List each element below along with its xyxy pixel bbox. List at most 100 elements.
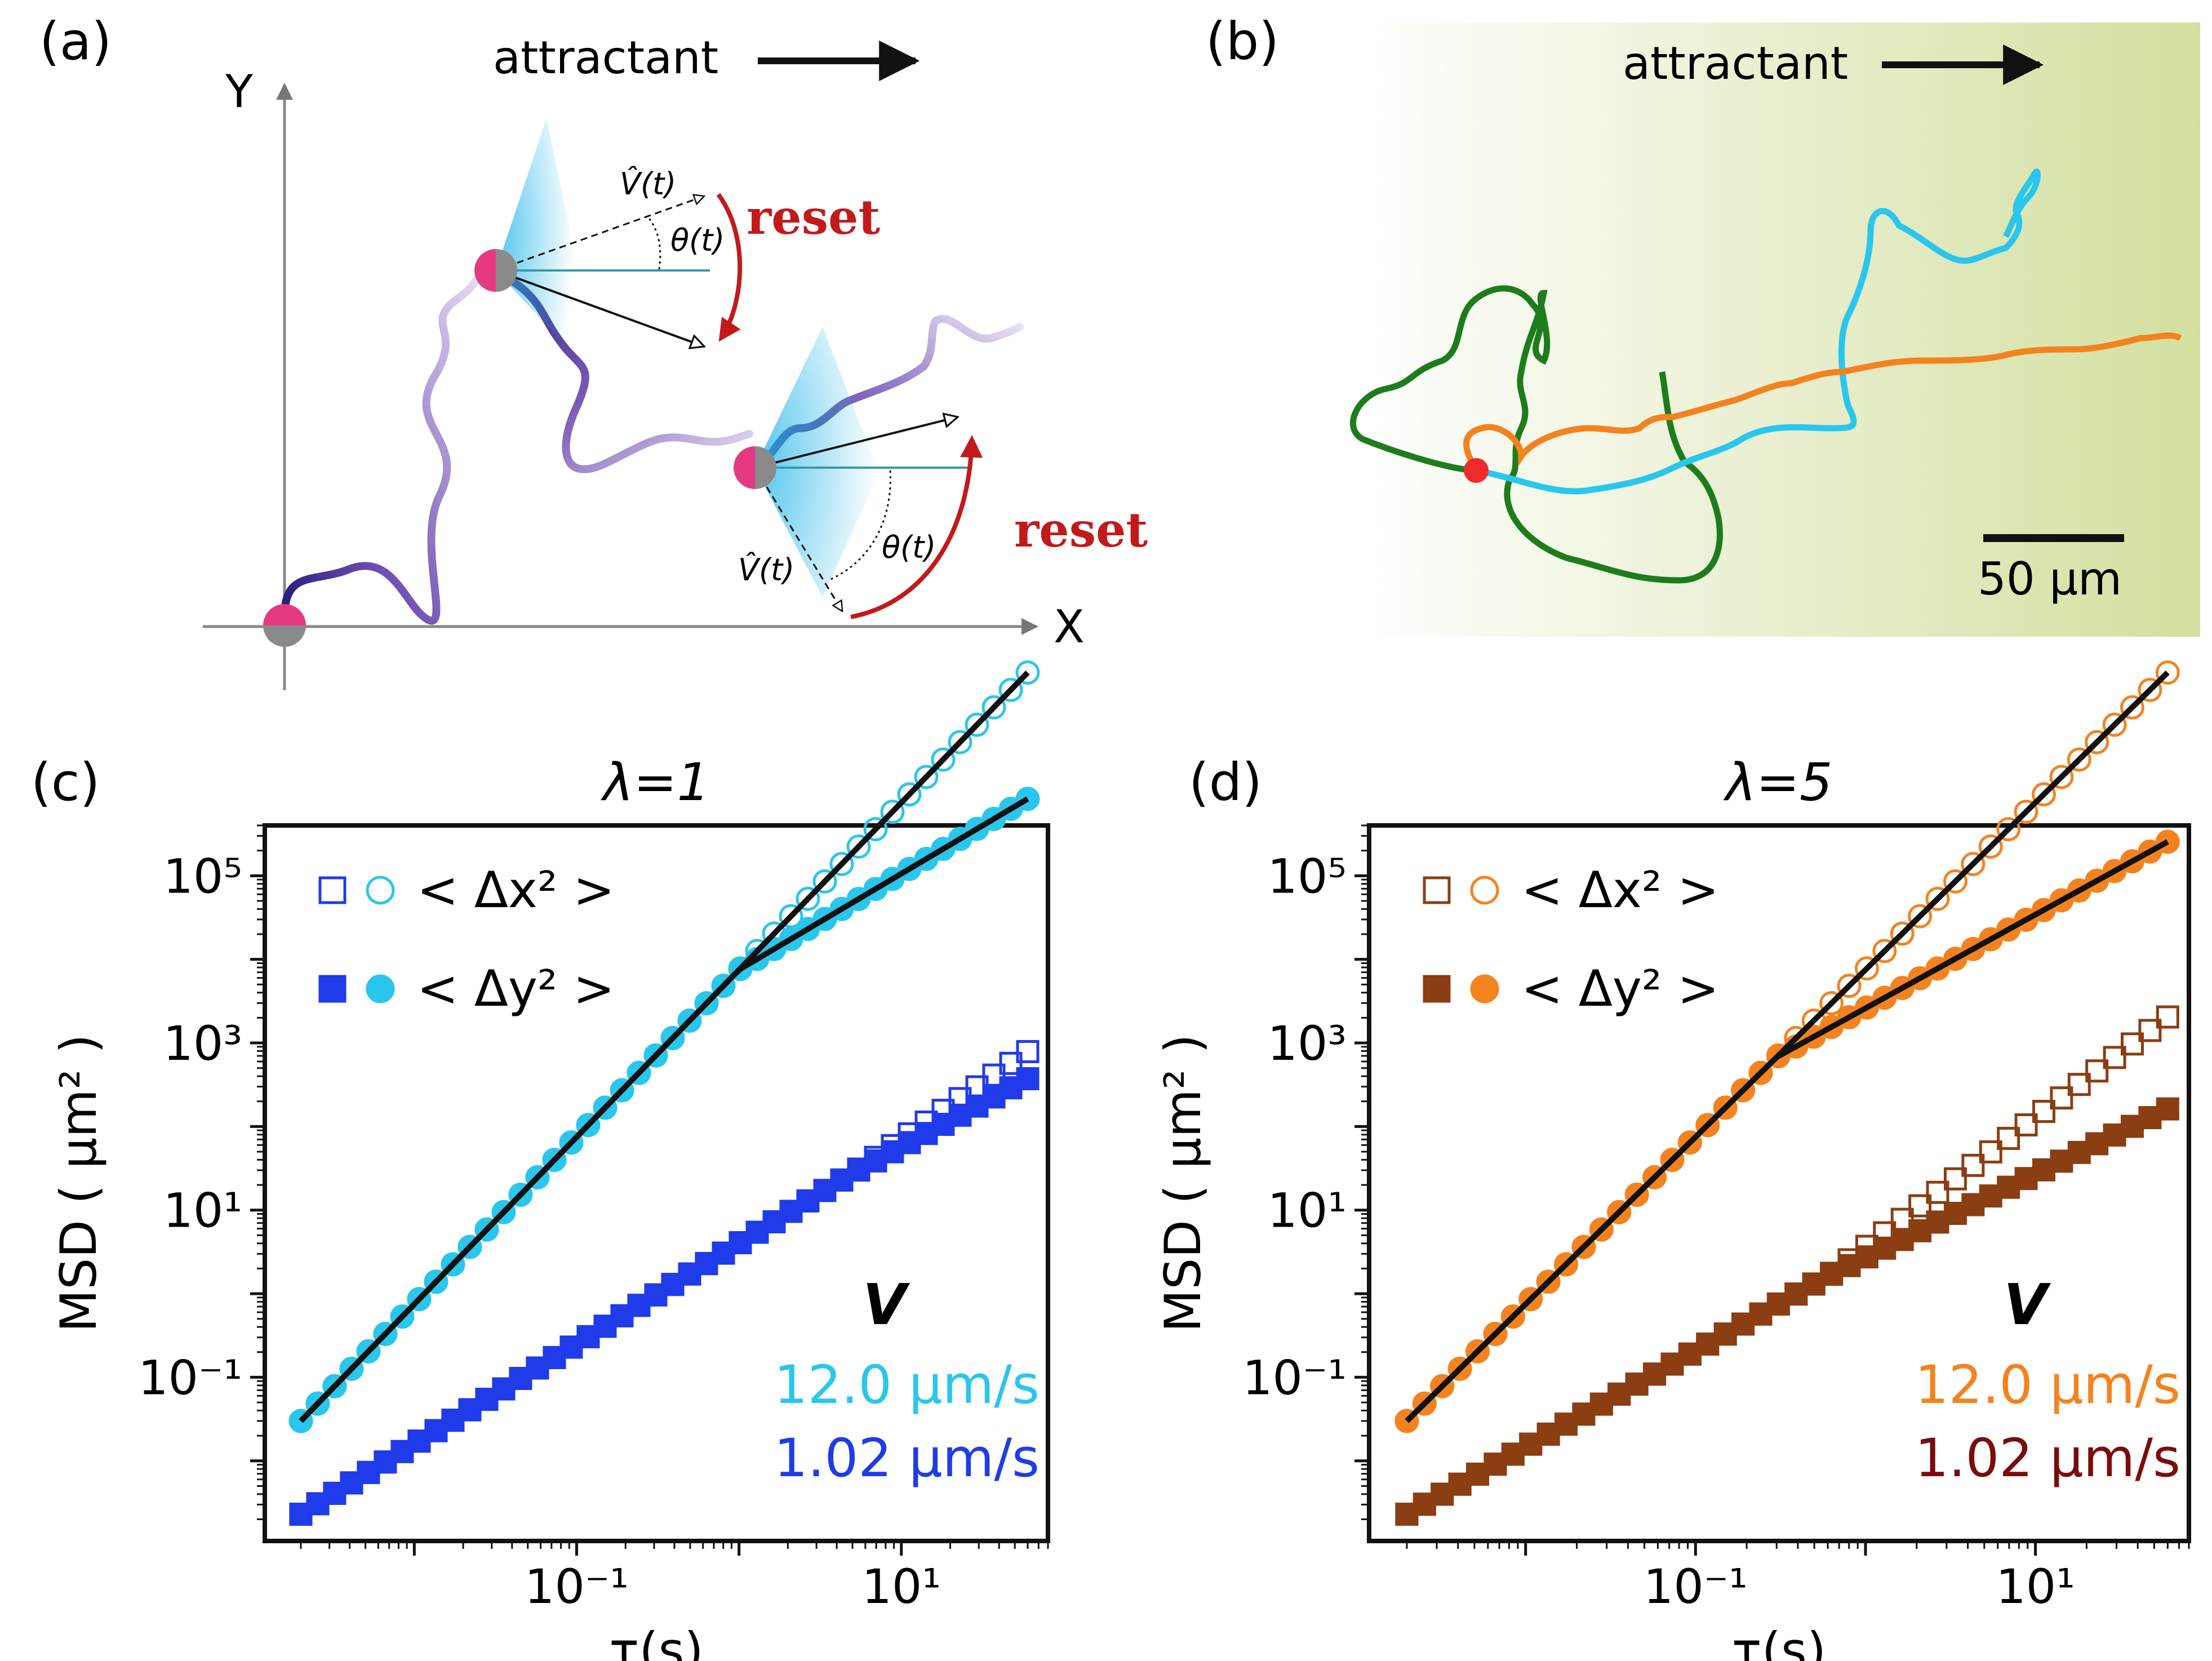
data-point [2049,765,2074,789]
panel-a-particle-1 [474,249,517,292]
data-point [1854,956,1879,981]
data-point [965,712,989,737]
panel-a-x-axis-label: X [1054,601,1085,653]
data-point [1978,834,2003,859]
panel-a-v-label-1: V̂(t) [620,166,676,202]
panel-a-velocity-reset-1 [495,269,704,347]
data-point [880,800,905,824]
y-tick-label: 10³ [1267,1016,1347,1071]
data-point [1925,886,1950,911]
data-point [1890,921,1915,946]
panel-a-theta-arc-1 [647,216,661,270]
y-axis-label: MSD ( μm² ) [50,1034,108,1332]
legend-label: < Δy² > [417,960,615,1018]
chart-lambda-5: λ=5 10⁻¹ 10¹ 10⁻¹ 10¹ 10³ 10⁵ τ(s) MSD ( μm² ) < … [1154,660,2191,1661]
series [288,787,1040,1433]
data-point [948,1103,972,1127]
data-point [1837,974,1862,998]
data-point [2138,678,2162,703]
data-point [948,730,972,754]
plot-frame [1367,823,2191,1543]
data-point [2138,1019,2162,1042]
panel-a-theta-arc-2 [828,470,891,581]
data-point [2155,660,2180,685]
data-point [1908,904,1933,929]
data-point [1961,1153,1985,1177]
data-point [1015,660,1040,685]
legend-square-marker [1423,876,1451,904]
panel-a-trajectory-1 [281,272,483,625]
panel-b-track-cyan [1475,168,2041,495]
data-point [1997,1126,2020,1150]
legend-label: < Δx² > [1521,861,1719,919]
legend-square-marker [318,975,347,1003]
data-point [2156,1005,2179,1029]
data-point [2120,695,2145,720]
panel-a-attractant-label: attractant [493,32,718,84]
panel-a-reset-arrow-2 [850,435,983,619]
panel-a-velocity-dashed-2 [754,467,842,611]
data-point [1943,1167,1967,1191]
legend-label: < Δy² > [1521,960,1719,1018]
data-point [1908,1194,1932,1218]
panel-b: (b) attractant 50 μm [1206,11,2200,637]
x-tick-label: 10¹ [861,1559,941,1614]
v-entry: 1.02 μm/s [1915,1428,2180,1489]
data-point [1926,1180,1949,1204]
data-point [2155,829,2180,854]
data-point [1961,851,1986,876]
panel-a-particle-origin [263,604,306,647]
x-axis-label: τ(s) [1732,1622,1827,1661]
data-point [2103,1046,2126,1069]
legend-square-marker [1423,975,1451,1003]
data-point [863,817,888,842]
y-tick-label: 10⁻¹ [138,1350,242,1405]
legend-label: < Δx² > [417,861,615,919]
panel-a-v-label-2: V̂(t) [738,552,794,588]
chart-lambda-1: λ=1 10⁻¹ 10¹ 10⁻¹ 10¹ 10³ 10⁵ τ(s) MSD ( μm² ) < … [50,660,1050,1661]
panel-a-y-axis-label: Y [225,65,254,118]
panel-b-start-point [1464,458,1489,483]
legend-circle-marker [366,974,395,1003]
y-tick-label: 10⁻¹ [1242,1350,1347,1405]
data-point [1979,1140,2002,1163]
panel-a-velocity-dashed-1 [495,196,704,272]
panel-a-velocity-reset-2 [754,417,958,469]
chart-title: λ=5 [1722,752,1832,812]
v-title: V [2004,1272,2051,1338]
series [289,1067,1040,1526]
chart-title: λ=1 [600,752,710,812]
legend-circle-marker [1470,974,1499,1003]
data-point [1872,939,1897,963]
x-tick-label: 10¹ [1996,1559,2075,1614]
y-tick-label: 10⁵ [1267,849,1347,904]
data-point [2067,1073,2091,1096]
panel-b-gradient-background [1352,23,2200,637]
y-axis-label: MSD ( μm² ) [1154,1034,1212,1332]
data-point [982,1063,1006,1087]
panel-a-theta-label-2: θ(t) [882,530,936,565]
data-point [796,886,820,911]
y-tick-label: 10¹ [163,1183,242,1238]
panel-b-label: (b) [1206,11,1279,72]
v-entry: 12.0 μm/s [774,1354,1040,1416]
series [1394,829,2180,1433]
data-point [2121,1032,2144,1056]
panel-b-attractant-label: attractant [1623,37,1848,90]
panel-c-label: (c) [31,752,100,812]
v-entry: 12.0 μm/s [1915,1354,2180,1416]
panel-d-label: (d) [1189,752,1262,812]
data-point [931,747,956,772]
data-point [981,695,1006,720]
x-axis-label: τ(s) [609,1622,704,1661]
panel-a-label: (a) [39,11,112,72]
data-point [1943,869,1967,894]
x-tick-label: 10⁻¹ [1644,1559,1748,1614]
panel-a-cone-1 [496,118,575,349]
panel-b-track-green [1350,285,1723,584]
data-point [2085,730,2109,754]
data-point [812,869,837,894]
data-point [2032,1100,2055,1123]
data-point [2014,1113,2038,1137]
v-title: V [863,1272,910,1338]
